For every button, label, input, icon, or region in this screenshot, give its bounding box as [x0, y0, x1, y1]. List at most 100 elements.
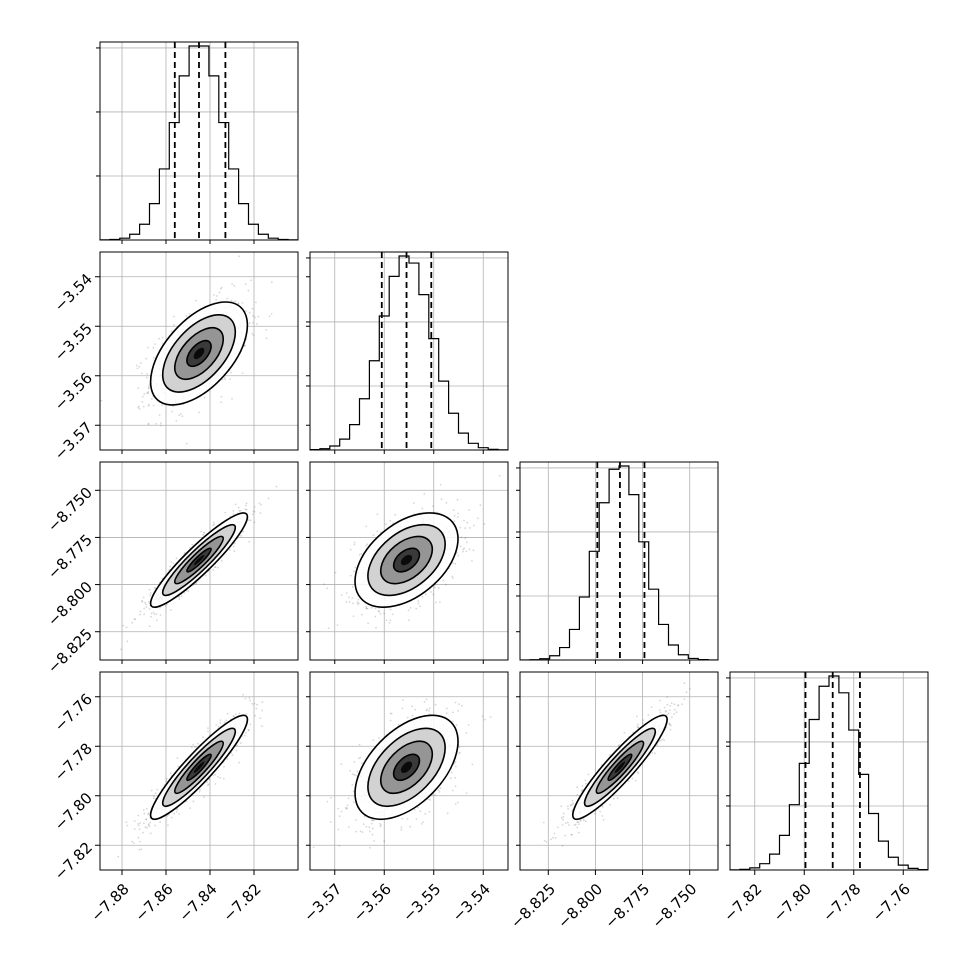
sample-point	[202, 534, 205, 536]
sample-point	[329, 821, 332, 823]
sample-point	[576, 786, 578, 788]
sample-point	[247, 729, 250, 732]
sample-point	[454, 765, 457, 768]
sample-point	[330, 797, 332, 799]
sample-point	[376, 530, 379, 533]
sample-point	[147, 405, 150, 407]
sample-point	[147, 387, 150, 390]
sample-point	[125, 821, 128, 824]
sample-point	[138, 405, 140, 408]
sample-point	[394, 513, 397, 516]
sample-point	[367, 622, 369, 624]
sample-point	[349, 769, 351, 772]
sample-point	[669, 705, 672, 707]
sample-point	[383, 840, 386, 843]
sample-point	[122, 624, 125, 627]
sample-point	[352, 602, 354, 605]
sample-point	[192, 743, 195, 746]
sample-point	[224, 511, 227, 514]
sample-point	[175, 811, 178, 813]
sample-point	[377, 609, 380, 612]
sample-point	[570, 833, 573, 836]
sample-point	[312, 846, 315, 849]
sample-point	[385, 523, 387, 526]
sample-point	[245, 310, 247, 312]
sample-point	[220, 559, 223, 562]
sample-point	[138, 828, 141, 831]
sample-point	[425, 709, 428, 712]
sample-point	[361, 831, 364, 833]
sample-point	[166, 815, 169, 817]
sample-point	[599, 810, 602, 813]
sample-point	[215, 298, 218, 301]
sample-point	[178, 813, 181, 815]
sample-point	[230, 371, 233, 374]
sample-point	[155, 613, 158, 615]
density-fill	[193, 554, 205, 566]
sample-point	[357, 598, 360, 601]
sample-point	[411, 705, 413, 708]
sample-point	[355, 819, 358, 821]
sample-point	[464, 527, 467, 530]
sample-point	[239, 742, 242, 744]
sample-point	[154, 343, 156, 345]
contour-line	[161, 314, 237, 393]
sample-point	[148, 825, 151, 828]
sample-point	[498, 474, 501, 477]
sample-point	[379, 823, 381, 825]
sample-point	[347, 826, 350, 828]
sample-point	[337, 828, 340, 831]
sample-point	[137, 387, 140, 390]
sample-point	[468, 509, 471, 511]
contour-line	[392, 753, 421, 782]
sample-point	[419, 605, 421, 608]
sample-point	[458, 703, 460, 705]
sample-point	[238, 510, 241, 512]
sample-point	[670, 702, 673, 705]
sample-point	[366, 607, 369, 610]
sample-point	[170, 330, 173, 333]
sample-point	[147, 391, 150, 393]
sample-point	[258, 502, 261, 505]
sample-point	[125, 626, 128, 629]
sample-point	[146, 392, 149, 395]
scatter-panel-3-1	[100, 462, 298, 660]
sample-point	[169, 565, 172, 568]
sample-point	[144, 826, 147, 829]
sample-point	[352, 801, 355, 804]
sample-point	[238, 712, 241, 715]
sample-point	[143, 812, 146, 815]
sample-point	[375, 626, 377, 629]
sample-point	[429, 799, 431, 801]
sample-point	[153, 587, 156, 589]
sample-point	[462, 548, 465, 551]
sample-point	[241, 372, 244, 374]
sample-point	[346, 804, 349, 807]
density-fill	[400, 554, 413, 566]
sample-point	[344, 807, 347, 809]
sample-point	[218, 291, 221, 294]
sample-point	[148, 386, 150, 389]
sample-point	[417, 600, 420, 603]
sample-point	[173, 315, 175, 318]
sample-point	[659, 699, 661, 702]
sample-point	[452, 711, 454, 714]
sample-point	[255, 707, 258, 710]
sample-point	[245, 713, 248, 715]
sample-point	[423, 493, 426, 495]
sample-point	[259, 717, 262, 720]
sample-point	[452, 562, 454, 564]
sample-point	[438, 791, 441, 793]
sample-point	[369, 846, 371, 849]
sample-point	[463, 547, 466, 550]
sample-point	[370, 607, 373, 609]
sample-point	[432, 593, 435, 596]
sample-point	[251, 307, 254, 310]
sample-point	[248, 697, 251, 699]
sample-point	[400, 828, 403, 831]
sample-point	[378, 610, 380, 613]
sample-point	[415, 607, 418, 610]
sample-point	[323, 583, 325, 586]
sample-point	[212, 524, 214, 527]
